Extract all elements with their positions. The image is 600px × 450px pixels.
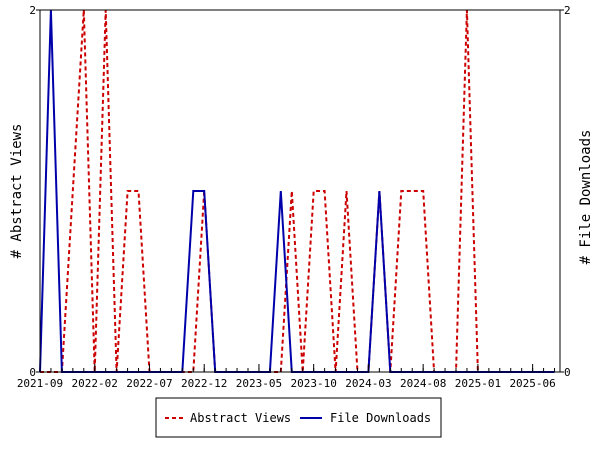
y-right-tick-label: 0: [564, 366, 571, 379]
x-tick-label: 2025-06: [509, 377, 555, 390]
plot-area: [40, 10, 560, 372]
y-axis-title-right: # File Downloads: [578, 130, 594, 265]
y-right-tick-label: 2: [564, 4, 571, 17]
x-tick-label: 2022-02: [72, 377, 118, 390]
legend: Abstract Views File Downloads: [155, 397, 442, 438]
legend-box: [155, 397, 442, 438]
y-axis-title-left: # Abstract Views: [9, 124, 25, 259]
x-tick-label: 2025-01: [455, 377, 501, 390]
x-tick-label: 2024-08: [400, 377, 446, 390]
x-tick-label: 2021-09: [17, 377, 63, 390]
legend-label-abstract-views: Abstract Views: [190, 411, 291, 425]
axes-layer: 2021-09 2022-02 2022-07 2022-12 2023-05 2023-…: [17, 4, 571, 390]
x-tick-label: 2023-10: [291, 377, 337, 390]
plot-frame: [40, 10, 560, 372]
x-tick-label: 2022-12: [181, 377, 227, 390]
x-tick-label: 2023-05: [236, 377, 282, 390]
y-left-tick-label: 0: [29, 366, 36, 379]
y-left-tick-label: 2: [29, 4, 36, 17]
x-tick-label: 2022-07: [126, 377, 172, 390]
legend-label-file-downloads: File Downloads: [330, 411, 431, 425]
x-tick-label: 2024-03: [345, 377, 391, 390]
